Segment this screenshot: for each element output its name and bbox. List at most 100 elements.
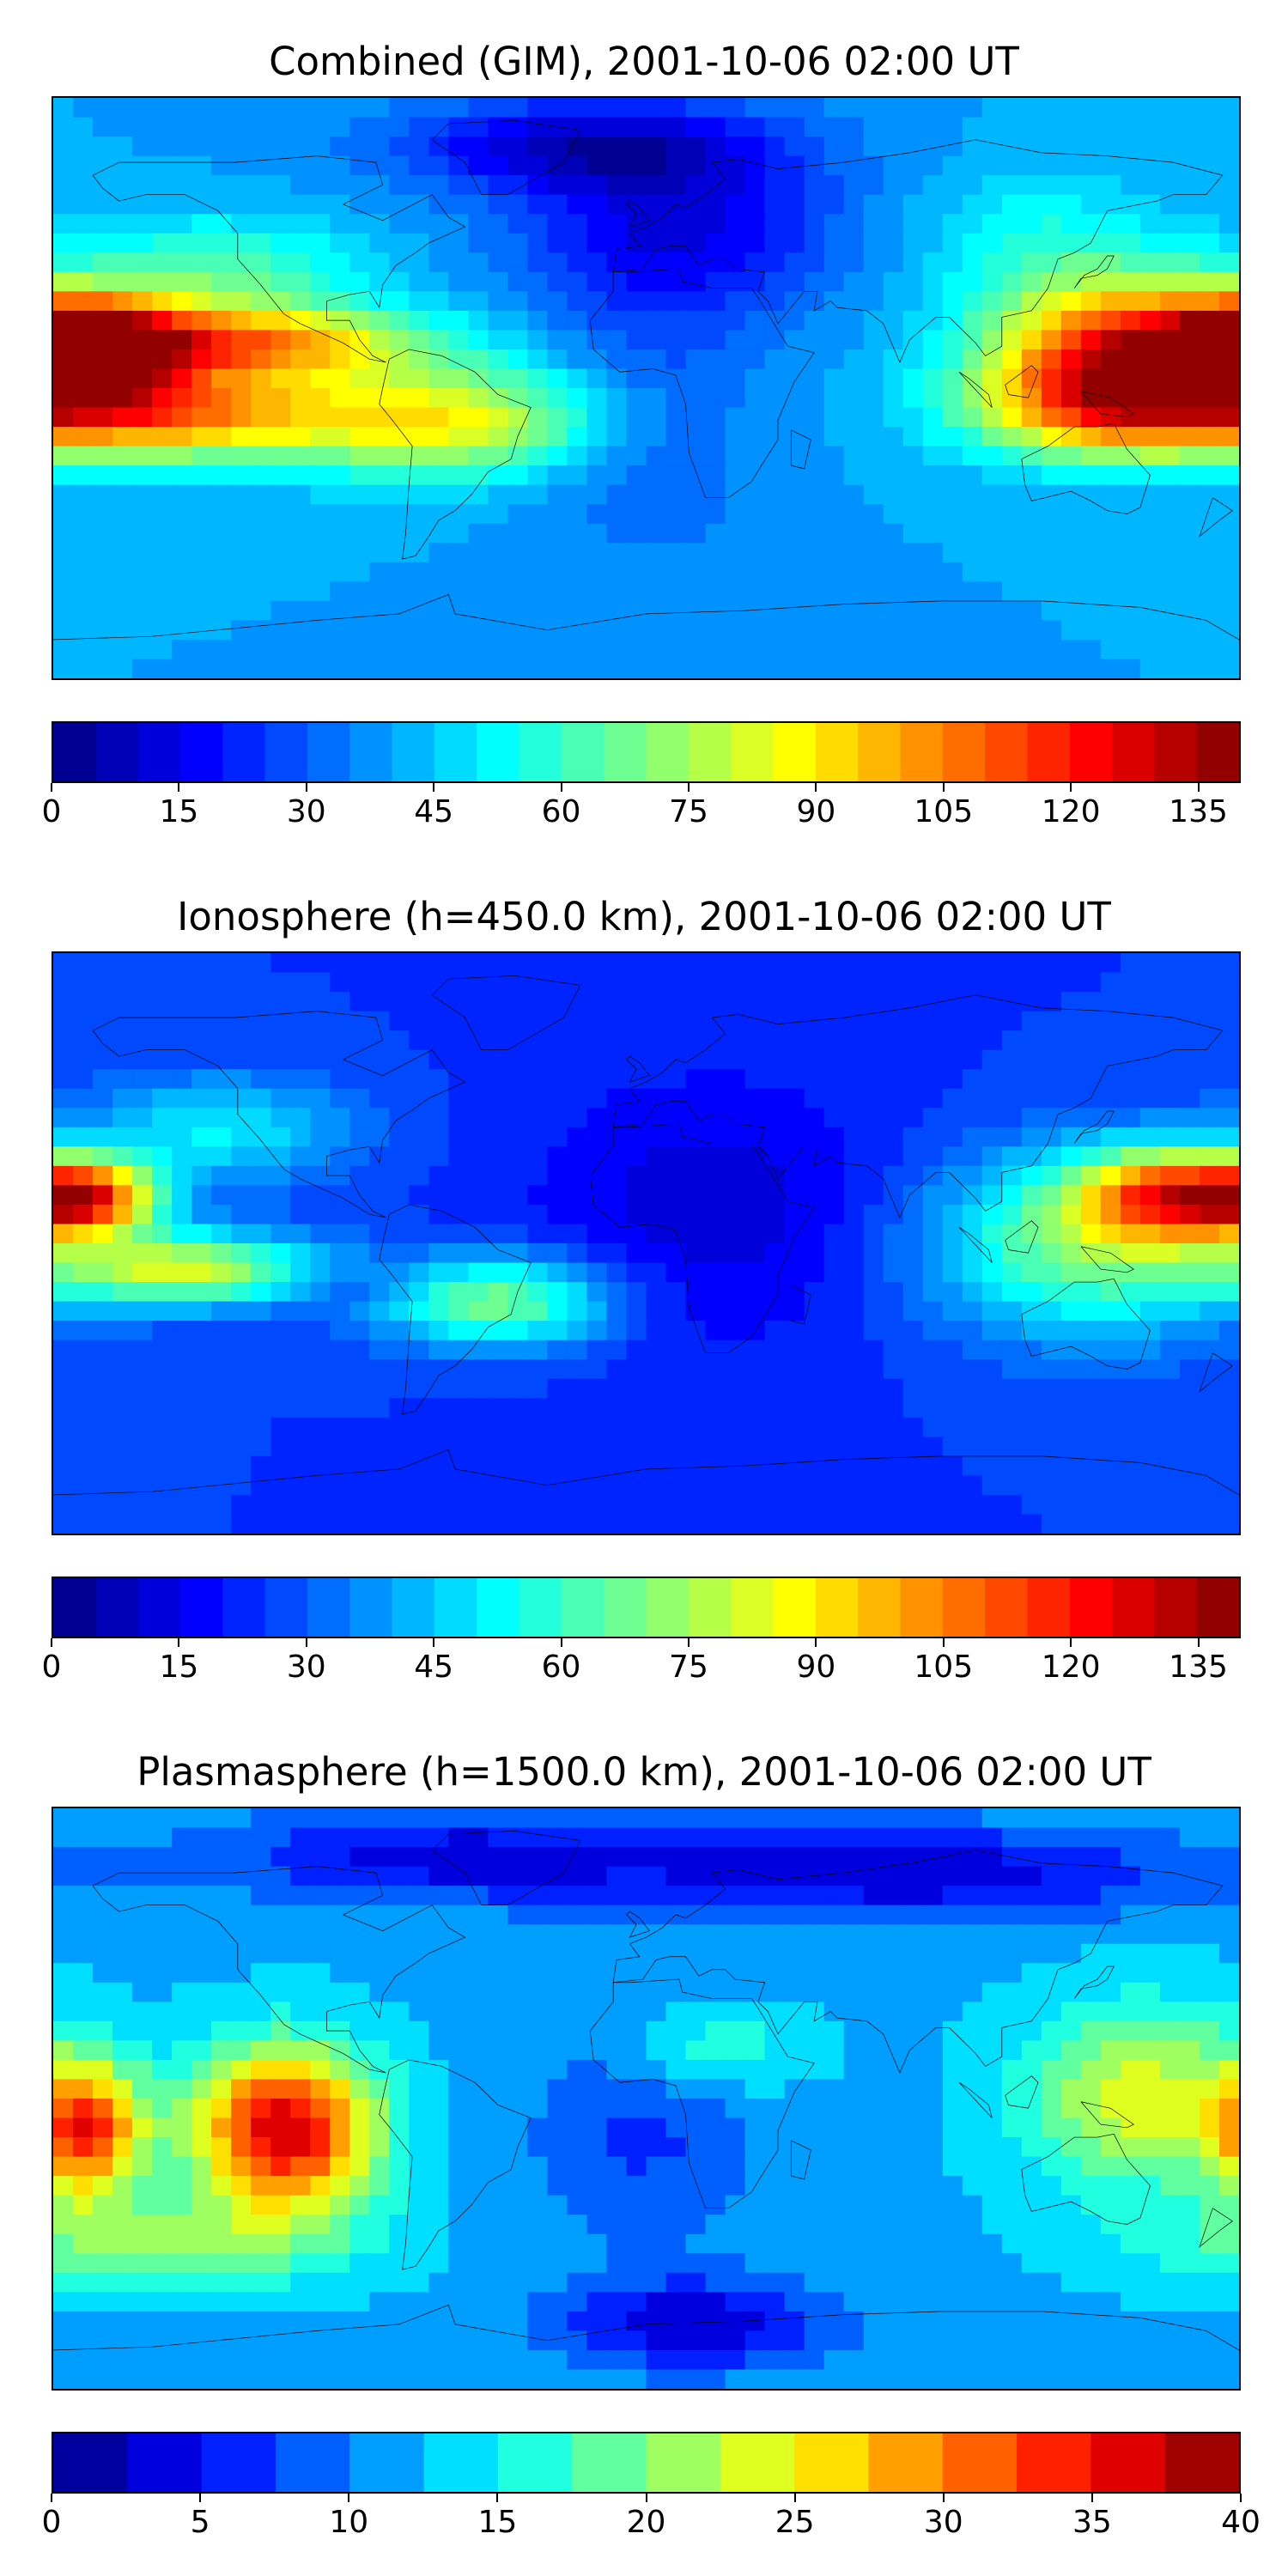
colorbar-level-15 <box>688 1578 732 1637</box>
coastline-7 <box>432 975 580 1049</box>
colorbar-tick-label: 45 <box>414 1649 454 1685</box>
coastline-11 <box>1081 392 1133 417</box>
colorbar-tick <box>687 1638 690 1647</box>
colorbar-level-26 <box>1154 1578 1198 1637</box>
colorbar-level-12 <box>942 2433 1018 2492</box>
coastline-5 <box>1022 1279 1151 1369</box>
colorbar-tick <box>51 1638 52 1647</box>
colorbar-level-10 <box>794 2433 870 2492</box>
colorbar-level-4 <box>222 723 266 781</box>
colorbar-level-0 <box>53 723 97 781</box>
coastline-9 <box>959 1227 992 1262</box>
colorbar-tick <box>815 1638 817 1647</box>
colorbar-tick-label: 0 <box>41 794 62 829</box>
coastline-1 <box>380 1205 531 1414</box>
colorbar-tick <box>815 783 817 792</box>
colorbar-level-0 <box>53 2433 129 2492</box>
panel-2-colorbar <box>52 1577 1241 1638</box>
colorbar-level-11 <box>519 1578 562 1637</box>
colorbar-tick <box>793 2494 796 2502</box>
coastline-1 <box>380 349 531 559</box>
colorbar-level-5 <box>264 723 308 781</box>
coastline-1 <box>380 2060 531 2269</box>
colorbar-tick <box>433 783 435 792</box>
colorbar-tick <box>496 2494 499 2502</box>
colorbar-level-21 <box>942 1578 986 1637</box>
field-raster <box>53 98 1239 678</box>
colorbar-level-14 <box>1091 2433 1166 2492</box>
coastline-7 <box>432 120 580 194</box>
panel-3-colorbar <box>52 2432 1241 2494</box>
colorbar-level-24 <box>1069 1578 1113 1637</box>
colorbar-tick-label: 15 <box>159 1649 199 1685</box>
colorbar-tick-label: 35 <box>1072 2505 1112 2540</box>
field-raster <box>53 1808 1239 2389</box>
colorbar-tick <box>433 1638 435 1647</box>
colorbar-tick-label: 90 <box>796 1649 836 1685</box>
field-raster <box>53 953 1239 1534</box>
colorbar-tick <box>687 783 690 792</box>
coastlines <box>53 120 1239 640</box>
colorbar-tick <box>305 783 307 792</box>
colorbar-level-14 <box>646 1578 690 1637</box>
colorbar-level-15 <box>1164 2433 1239 2492</box>
coastline-2 <box>590 1124 814 1353</box>
colorbar-tick-label: 30 <box>923 2505 963 2540</box>
coastline-3 <box>791 430 811 469</box>
colorbar-level-1 <box>127 2433 203 2492</box>
colorbar-level-3 <box>179 1578 223 1637</box>
colorbar-level-23 <box>1027 723 1071 781</box>
colorbar-tick <box>51 2494 52 2502</box>
panel-3-colorbar-ticks: 0 5 10 15 20 25 30 35 40 <box>42 2494 1261 2545</box>
colorbar-tick-label: 30 <box>286 794 326 829</box>
colorbar-tick-label: 135 <box>1169 1649 1228 1685</box>
colorbar-tick <box>199 2494 202 2502</box>
colorbar-tick-label: 20 <box>626 2505 666 2540</box>
coastline-12 <box>1200 1353 1232 1392</box>
colorbar-tick-label: 105 <box>914 794 974 829</box>
coastline-11 <box>1081 2102 1133 2128</box>
colorbar-level-18 <box>815 1578 859 1637</box>
panel-1-title: Combined (GIM), 2001-10-06 02:00 UT <box>269 39 1019 84</box>
colorbar-level-27 <box>1196 723 1239 781</box>
colorbar-tick <box>178 783 180 792</box>
coastline-13 <box>53 2305 1239 2350</box>
colorbar-tick-label: 0 <box>41 2505 62 2540</box>
panel-2-title: Ionosphere (h=450.0 km), 2001-10-06 02:0… <box>177 894 1111 939</box>
colorbar-level-14 <box>646 723 690 781</box>
colorbar-level-12 <box>561 1578 605 1637</box>
colorbar-level-9 <box>434 723 477 781</box>
colorbar-level-5 <box>264 1578 308 1637</box>
colorbar-level-8 <box>392 1578 435 1637</box>
colorbar-level-12 <box>561 723 605 781</box>
colorbar-level-19 <box>858 723 902 781</box>
colorbar-tick <box>1070 783 1072 792</box>
coastline-5 <box>1022 2134 1151 2224</box>
colorbar-level-19 <box>858 1578 902 1637</box>
colorbar-level-26 <box>1154 723 1198 781</box>
colorbar-level-23 <box>1027 1578 1071 1637</box>
colorbar-level-15 <box>688 723 732 781</box>
colorbar-level-3 <box>179 723 223 781</box>
panel-2-map-svg <box>53 953 1239 1534</box>
colorbar-tick <box>1197 783 1200 792</box>
panel-1-map-svg <box>53 98 1239 678</box>
coastline-6 <box>626 1911 649 1937</box>
colorbar-tick <box>305 1638 307 1647</box>
colorbar-level-20 <box>900 1578 944 1637</box>
colorbar-level-16 <box>731 723 775 781</box>
colorbar-level-2 <box>137 723 181 781</box>
colorbar-tick-label: 25 <box>775 2505 815 2540</box>
colorbar-tick-label: 75 <box>669 794 708 829</box>
colorbar-level-21 <box>942 723 986 781</box>
coastline-13 <box>53 594 1239 640</box>
colorbar-tick <box>51 783 52 792</box>
coastline-3 <box>791 1285 811 1324</box>
panel-3-title: Plasmasphere (h=1500.0 km), 2001-10-06 0… <box>137 1749 1151 1795</box>
colorbar-tick <box>1091 2494 1093 2502</box>
coastlines <box>53 1831 1239 2350</box>
colorbar-tick-label: 120 <box>1041 1649 1101 1685</box>
colorbar-level-22 <box>985 723 1029 781</box>
panel-2-colorbar-ticks: 0 15 30 45 60 75 90 105 120 135 <box>42 1638 1241 1690</box>
